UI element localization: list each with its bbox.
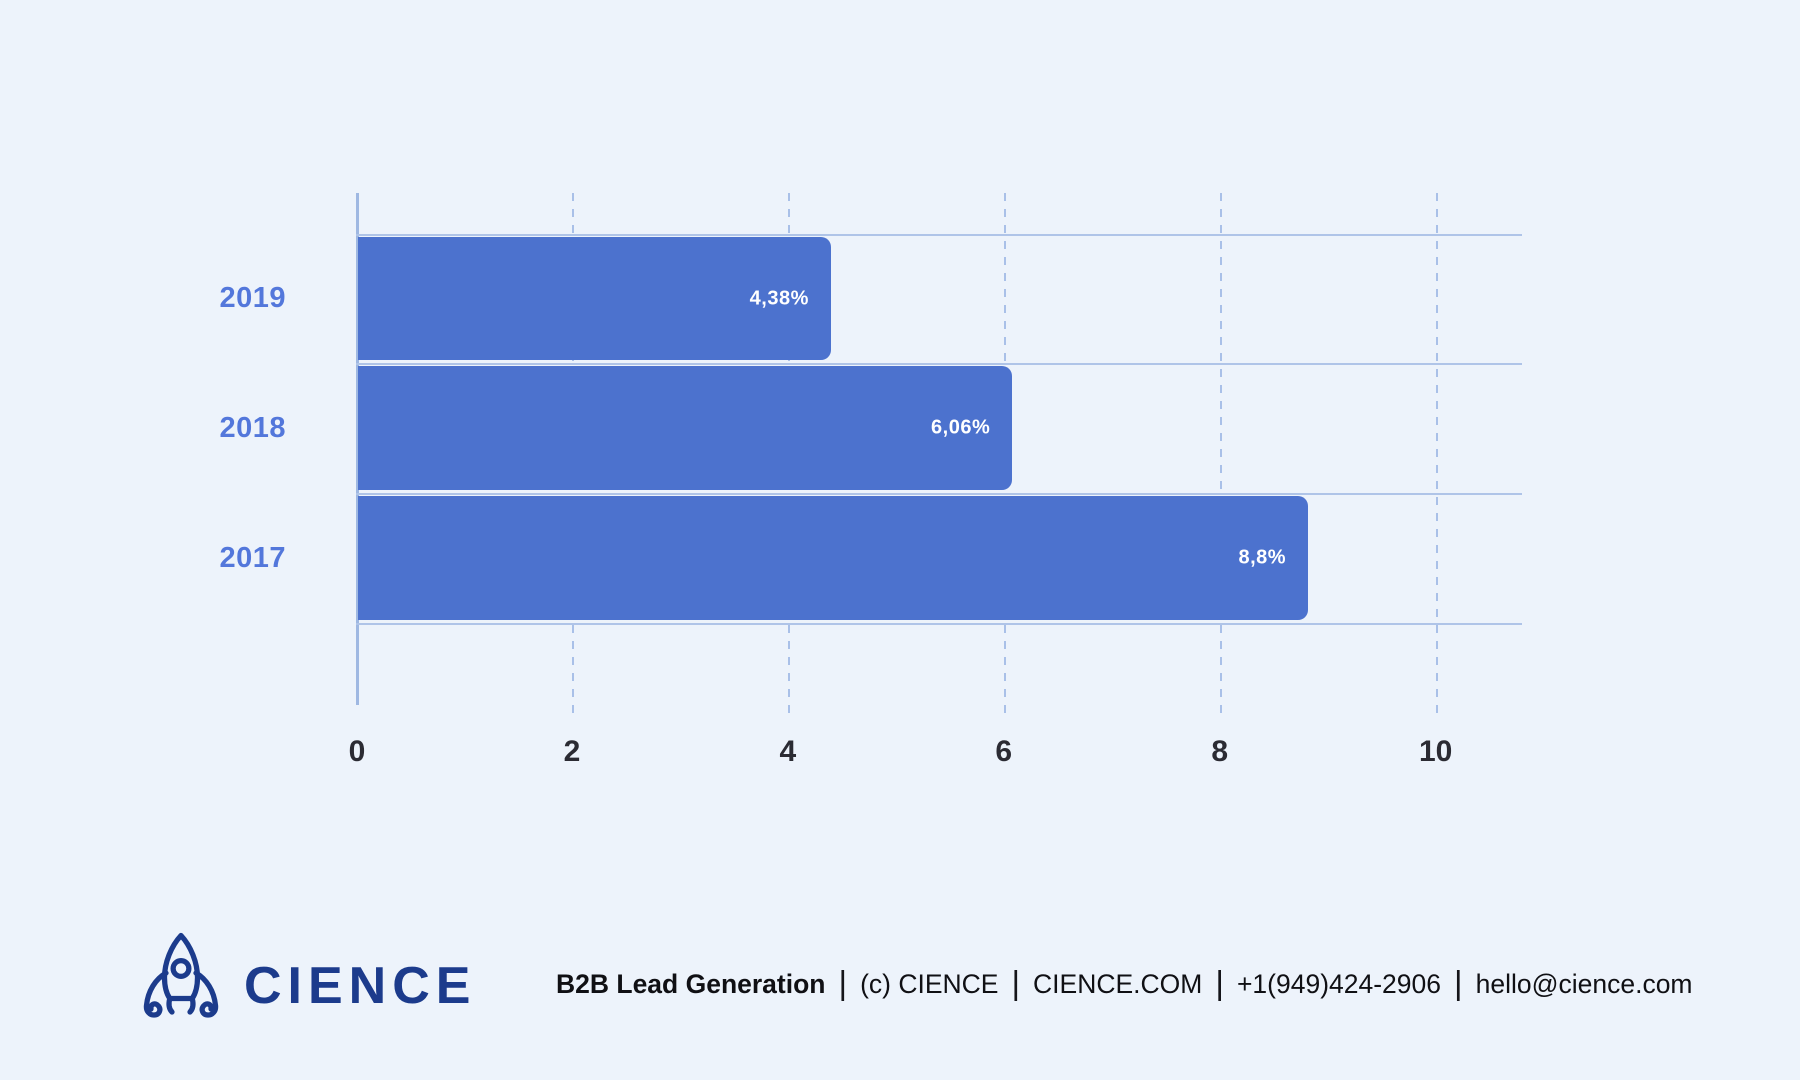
x-tick-label-10: 10 [1418, 735, 1453, 768]
bar-2018: 6,06% [358, 366, 1013, 490]
value-label-2019: 4,38% [749, 287, 809, 309]
y-axis-line [356, 193, 359, 705]
footer-item-2: CIENCE.COM [1033, 969, 1203, 999]
value-label-2018: 6,06% [931, 416, 991, 439]
footer-item-0: B2B Lead Generation [556, 969, 826, 999]
footer-contact-line: B2B Lead Generation | (c) CIENCE | CIENCE.CO… [556, 964, 1693, 1001]
footer-item-1: (c) CIENCE [860, 969, 999, 999]
row-line-0 [356, 234, 1522, 236]
gridline-x-8 [1219, 193, 1222, 715]
rocket-logo-icon [143, 932, 219, 1018]
cience-logo-text: CIENCE [244, 957, 477, 1015]
x-tick-label-8: 8 [1211, 735, 1229, 768]
bar-2019: 4,38% [358, 237, 831, 360]
category-label-2019: 2019 [219, 282, 286, 314]
bar-2017: 8,8% [358, 496, 1309, 620]
footer-separator: | [1011, 964, 1021, 1001]
row-line-2 [356, 493, 1522, 495]
footer-item-3: +1(949)424-2906 [1236, 969, 1442, 999]
x-tick-label-4: 4 [779, 735, 797, 768]
footer-item-4: hello@cience.com [1475, 969, 1693, 999]
x-tick-label-0: 0 [348, 735, 366, 768]
row-line-3 [356, 623, 1522, 625]
x-tick-label-6: 6 [995, 735, 1013, 768]
footer-separator: | [838, 964, 848, 1001]
gridline-x-10 [1435, 193, 1438, 715]
category-label-2018: 2018 [219, 411, 286, 444]
row-line-1 [356, 363, 1522, 365]
value-label-2017: 8,8% [1238, 546, 1287, 569]
footer-separator: | [1454, 964, 1463, 1001]
category-label-2017: 2017 [219, 541, 286, 574]
chart-plot-area: 0 2 4 6 8 10 2019 4,38% 2018 6,06% 2017 8,8% [219, 193, 1522, 768]
x-tick-label-2: 2 [563, 735, 581, 768]
footer-separator: | [1215, 964, 1224, 1001]
